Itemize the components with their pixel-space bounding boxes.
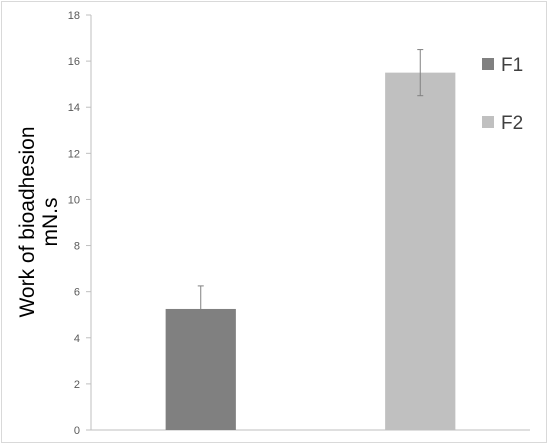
y-tick-label: 6 [74,287,80,299]
y-axis-label: Work of bioadhesion [16,126,39,317]
error-bars [197,49,424,333]
legend-label-f2: F2 [501,113,523,134]
y-tick-label: 14 [68,102,80,114]
y-tick-label: 10 [68,194,80,206]
y-tick-label: 0 [74,425,80,437]
legend: F1 F2 [482,55,523,134]
y-tick-label: 4 [74,333,80,345]
y-tick-label: 12 [68,148,80,160]
y-tick-label: 16 [68,56,80,68]
legend-swatch-f1 [482,58,494,70]
bar-f2 [385,72,456,430]
legend-swatch-f2 [482,116,494,128]
y-axis-label-units: mN.s [39,198,62,247]
legend-label-f1: F1 [501,55,523,76]
y-axis: 0 2 4 6 8 10 12 14 16 18 [68,10,92,437]
bars [165,72,456,430]
y-tick-label: 2 [74,379,80,391]
y-tick-label: 18 [68,10,80,22]
y-tick-label: 8 [74,241,80,253]
